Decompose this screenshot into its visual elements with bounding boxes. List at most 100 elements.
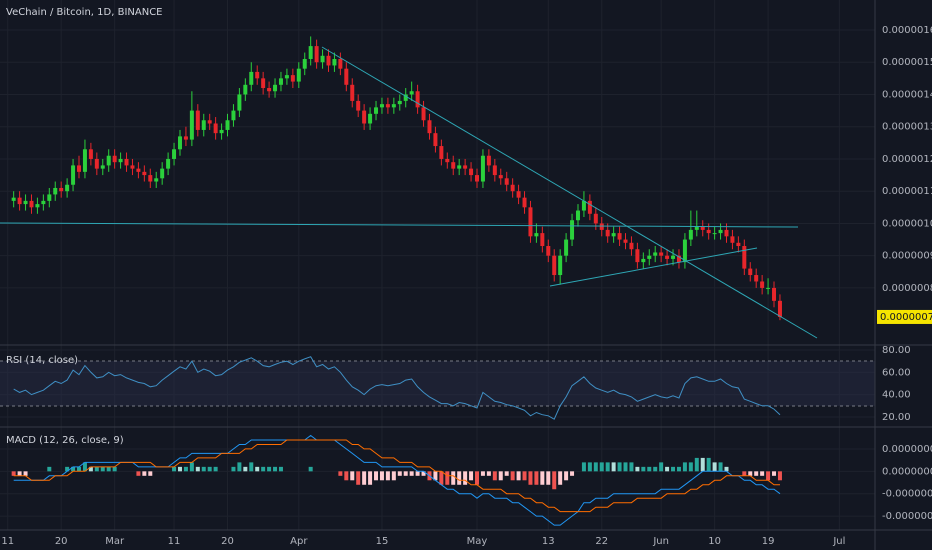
- macd-histogram-bar: [189, 462, 194, 472]
- x-tick-label: 11: [168, 536, 181, 547]
- candle-body: [261, 78, 266, 89]
- x-tick-label: 10: [708, 536, 721, 547]
- macd-histogram-bar: [718, 462, 723, 472]
- x-tick-label: 20: [221, 536, 234, 547]
- candle-body: [671, 255, 676, 259]
- macd-histogram-bar: [570, 471, 575, 476]
- candle-body: [160, 168, 165, 179]
- candle-body: [421, 107, 426, 121]
- macd-histogram-bar: [356, 471, 361, 485]
- last-price-label: 0.00000071: [880, 312, 932, 323]
- macd-histogram-bar: [641, 466, 646, 472]
- macd-histogram-bar: [772, 471, 777, 476]
- candle-body: [385, 104, 390, 108]
- macd-histogram-bar: [142, 471, 147, 476]
- candle-body: [326, 55, 331, 66]
- macd-histogram-bar: [100, 466, 105, 472]
- x-tick-label: Jul: [832, 536, 845, 547]
- candle-body: [47, 194, 52, 201]
- macd-histogram-bar: [391, 471, 396, 481]
- candle-body: [540, 233, 545, 247]
- y-tick-label: 0.00000160: [882, 25, 932, 36]
- candle-body: [148, 175, 153, 182]
- candle-body: [71, 165, 76, 185]
- candle-body: [130, 165, 135, 169]
- candle-body: [552, 255, 557, 276]
- macd-histogram-bar: [338, 471, 343, 476]
- macd-histogram-bar: [700, 457, 705, 472]
- x-tick-label: 15: [376, 536, 389, 547]
- horizontal-line: [0, 222, 799, 228]
- candle-body: [492, 165, 497, 176]
- macd-histogram-bar: [712, 462, 717, 472]
- candle-body: [581, 200, 586, 211]
- rsi-band: [0, 361, 875, 406]
- candle-body: [296, 68, 301, 82]
- macd-histogram-bar: [671, 466, 676, 472]
- candle-body: [172, 149, 177, 159]
- macd-histogram-bar: [522, 471, 527, 481]
- macd-histogram-bar: [694, 457, 699, 472]
- macd-histogram-bar: [409, 471, 414, 476]
- macd-histogram-bar: [183, 466, 188, 472]
- macd-histogram-bar: [516, 471, 521, 481]
- macd-histogram-bar: [457, 471, 462, 485]
- x-tick-label: 11: [1, 536, 14, 547]
- macd-histogram-bar: [148, 471, 153, 476]
- macd-histogram-bar: [368, 471, 373, 485]
- candle-body: [82, 149, 87, 172]
- y-tick-label: 0.00000110: [882, 186, 932, 197]
- macd-histogram-bar: [249, 462, 254, 472]
- candle-body: [177, 136, 182, 150]
- candle-body: [23, 200, 28, 205]
- macd-histogram-bar: [463, 471, 468, 485]
- candle-body: [463, 165, 468, 169]
- macd-histogram-bar: [647, 466, 652, 472]
- candle-body: [59, 187, 64, 192]
- macd-histogram-bar: [403, 471, 408, 476]
- candle-body: [332, 59, 337, 66]
- candle-body: [243, 84, 248, 95]
- macd-histogram-bar: [136, 471, 141, 476]
- last-price-tag: [877, 309, 932, 324]
- candle-body: [522, 197, 527, 208]
- macd-histogram-bar: [617, 462, 622, 472]
- macd-histogram-bar: [71, 466, 76, 472]
- candle-body: [570, 220, 575, 240]
- marks: [11, 36, 782, 526]
- candle-body: [528, 207, 533, 237]
- candle-body: [665, 255, 670, 259]
- macd-histogram-bar: [82, 462, 87, 472]
- candle-body: [231, 110, 236, 121]
- candle-body: [302, 59, 307, 69]
- y-tick-label: 0.00000140: [882, 89, 932, 100]
- macd-histogram-bar: [475, 471, 480, 485]
- macd-histogram-bar: [374, 471, 379, 481]
- macd-histogram-bar: [231, 466, 236, 472]
- macd-histogram-bar: [546, 471, 551, 485]
- candle-body: [166, 158, 171, 169]
- rsi-line: [13, 356, 781, 420]
- candle-body: [534, 233, 539, 237]
- macd-line: [13, 434, 781, 526]
- macd-histogram-bar: [255, 466, 260, 472]
- macd-histogram-bar: [766, 471, 771, 481]
- candle-body: [415, 91, 420, 108]
- y-tick-label: 0.00000120: [882, 154, 932, 165]
- macd-histogram-bar: [480, 471, 485, 476]
- y-tick-label: 0.00000090: [882, 251, 932, 262]
- candle-body: [480, 155, 485, 182]
- rsi-title: RSI (14, close): [6, 355, 78, 366]
- candle-body: [278, 78, 283, 85]
- macd-histogram-bar: [94, 466, 99, 472]
- macd-histogram-bar: [629, 462, 634, 472]
- y-tick-label: 0.00000100: [882, 218, 932, 229]
- macd-histogram-bar: [534, 471, 539, 485]
- candle-body: [599, 223, 604, 230]
- macd-histogram-bar: [445, 471, 450, 485]
- macd-histogram-bar: [706, 457, 711, 472]
- candle-body: [766, 287, 771, 289]
